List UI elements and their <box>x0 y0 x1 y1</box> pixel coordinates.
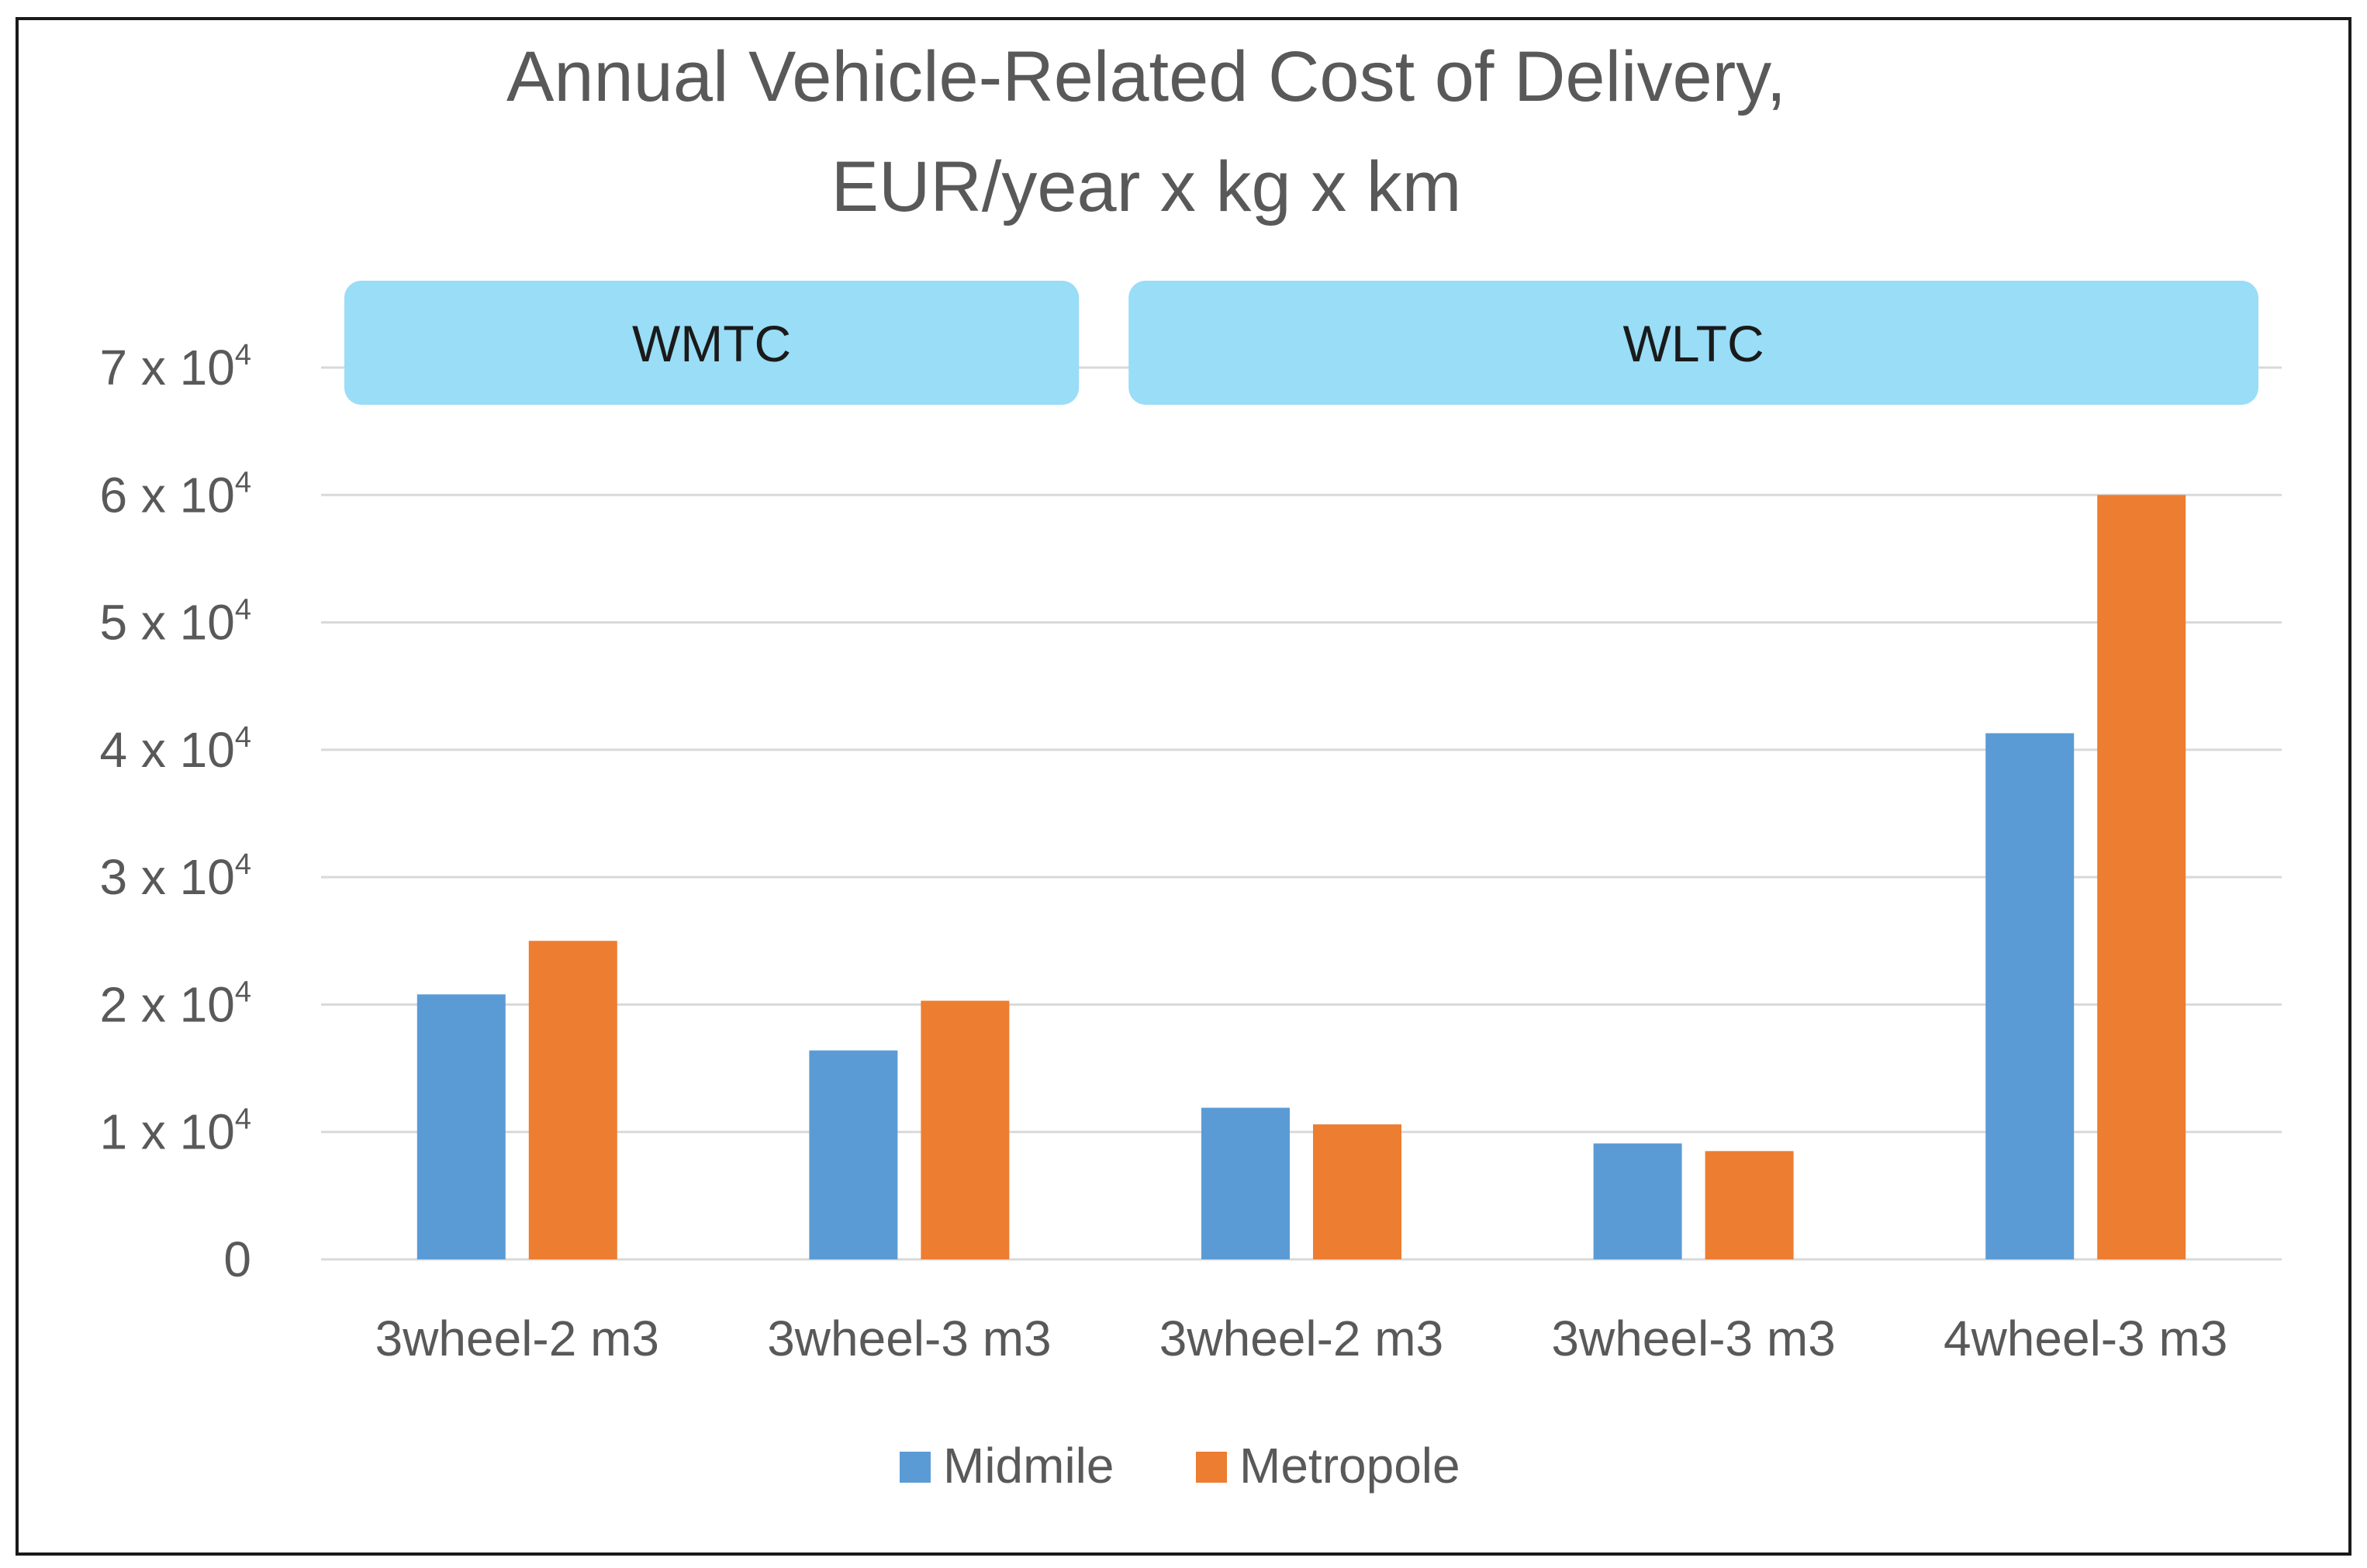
chart-title-line-1: Annual Vehicle-Related Cost of Delivery, <box>506 37 1786 116</box>
x-tick-label: 3wheel-3 m3 <box>1551 1311 1835 1366</box>
cycle-group-labels: WMTC WLTC <box>344 281 2258 405</box>
y-tick-text: 1 x 10 <box>100 1104 235 1160</box>
bar-midmile <box>416 994 506 1259</box>
bar-metropole <box>528 941 617 1259</box>
x-tick-label: 4wheel-3 m3 <box>1944 1311 2227 1366</box>
group-label-box <box>1128 281 2258 405</box>
group-label-text: WMTC <box>632 315 791 372</box>
x-tick-label: 3wheel-2 m3 <box>375 1311 659 1366</box>
y-tick-label: 4 x 104 <box>100 721 251 778</box>
y-tick-exponent: 4 <box>235 339 251 371</box>
legend-label-metropole: Metropole <box>1239 1438 1460 1494</box>
bars <box>416 495 2186 1259</box>
bar-midmile <box>1593 1143 1682 1259</box>
bar-metropole <box>1705 1151 1794 1259</box>
legend-swatch-midmile <box>900 1452 931 1483</box>
y-tick-label: 7 x 104 <box>100 339 251 395</box>
y-tick-exponent: 4 <box>235 976 251 1008</box>
legend: Midmile Metropole <box>900 1438 1460 1494</box>
y-tick-label: 3 x 104 <box>100 848 251 905</box>
y-tick-text: 3 x 10 <box>100 849 235 905</box>
group-label-box <box>344 281 1080 405</box>
y-tick-exponent: 4 <box>235 848 251 881</box>
bar-metropole <box>1313 1124 1401 1259</box>
bar-metropole <box>921 1000 1010 1259</box>
gridlines <box>321 366 2282 1261</box>
y-tick-label: 0 <box>223 1231 251 1287</box>
bar-metropole <box>2097 495 2186 1259</box>
y-tick-label: 2 x 104 <box>100 976 251 1032</box>
y-tick-exponent: 4 <box>235 466 251 499</box>
y-tick-exponent: 4 <box>235 1103 251 1136</box>
y-tick-text: 2 x 10 <box>100 976 235 1032</box>
y-tick-text: 0 <box>223 1231 251 1287</box>
x-tick-label: 3wheel-3 m3 <box>767 1311 1051 1366</box>
x-axis-ticks: 3wheel-2 m3 3wheel-3 m3 3wheel-2 m3 3wheel-… <box>375 1311 2228 1366</box>
y-tick-exponent: 4 <box>235 594 251 627</box>
y-tick-text: 6 x 10 <box>100 467 235 523</box>
bar-midmile <box>1985 733 2075 1259</box>
chart-svg: Annual Vehicle-Related Cost of Delivery,… <box>100 37 2282 1494</box>
y-tick-label: 1 x 104 <box>100 1103 251 1160</box>
legend-label-midmile: Midmile <box>943 1438 1114 1494</box>
y-tick-text: 5 x 10 <box>100 595 235 651</box>
group-label-text: WLTC <box>1623 315 1764 372</box>
bar-midmile <box>1201 1107 1290 1259</box>
chart-title: Annual Vehicle-Related Cost of Delivery,… <box>506 37 1786 226</box>
y-tick-text: 4 x 10 <box>100 722 235 778</box>
y-tick-label: 6 x 104 <box>100 466 251 523</box>
y-tick-text: 7 x 10 <box>100 340 235 395</box>
x-tick-label: 3wheel-2 m3 <box>1159 1311 1443 1366</box>
chart-title-line-2: EUR/year x kg x km <box>831 147 1462 226</box>
bar-midmile <box>809 1050 898 1259</box>
chart-frame: Annual Vehicle-Related Cost of Delivery,… <box>16 17 2351 1556</box>
legend-swatch-metropole <box>1196 1452 1227 1483</box>
y-tick-exponent: 4 <box>235 721 251 754</box>
y-tick-label: 5 x 104 <box>100 594 251 651</box>
